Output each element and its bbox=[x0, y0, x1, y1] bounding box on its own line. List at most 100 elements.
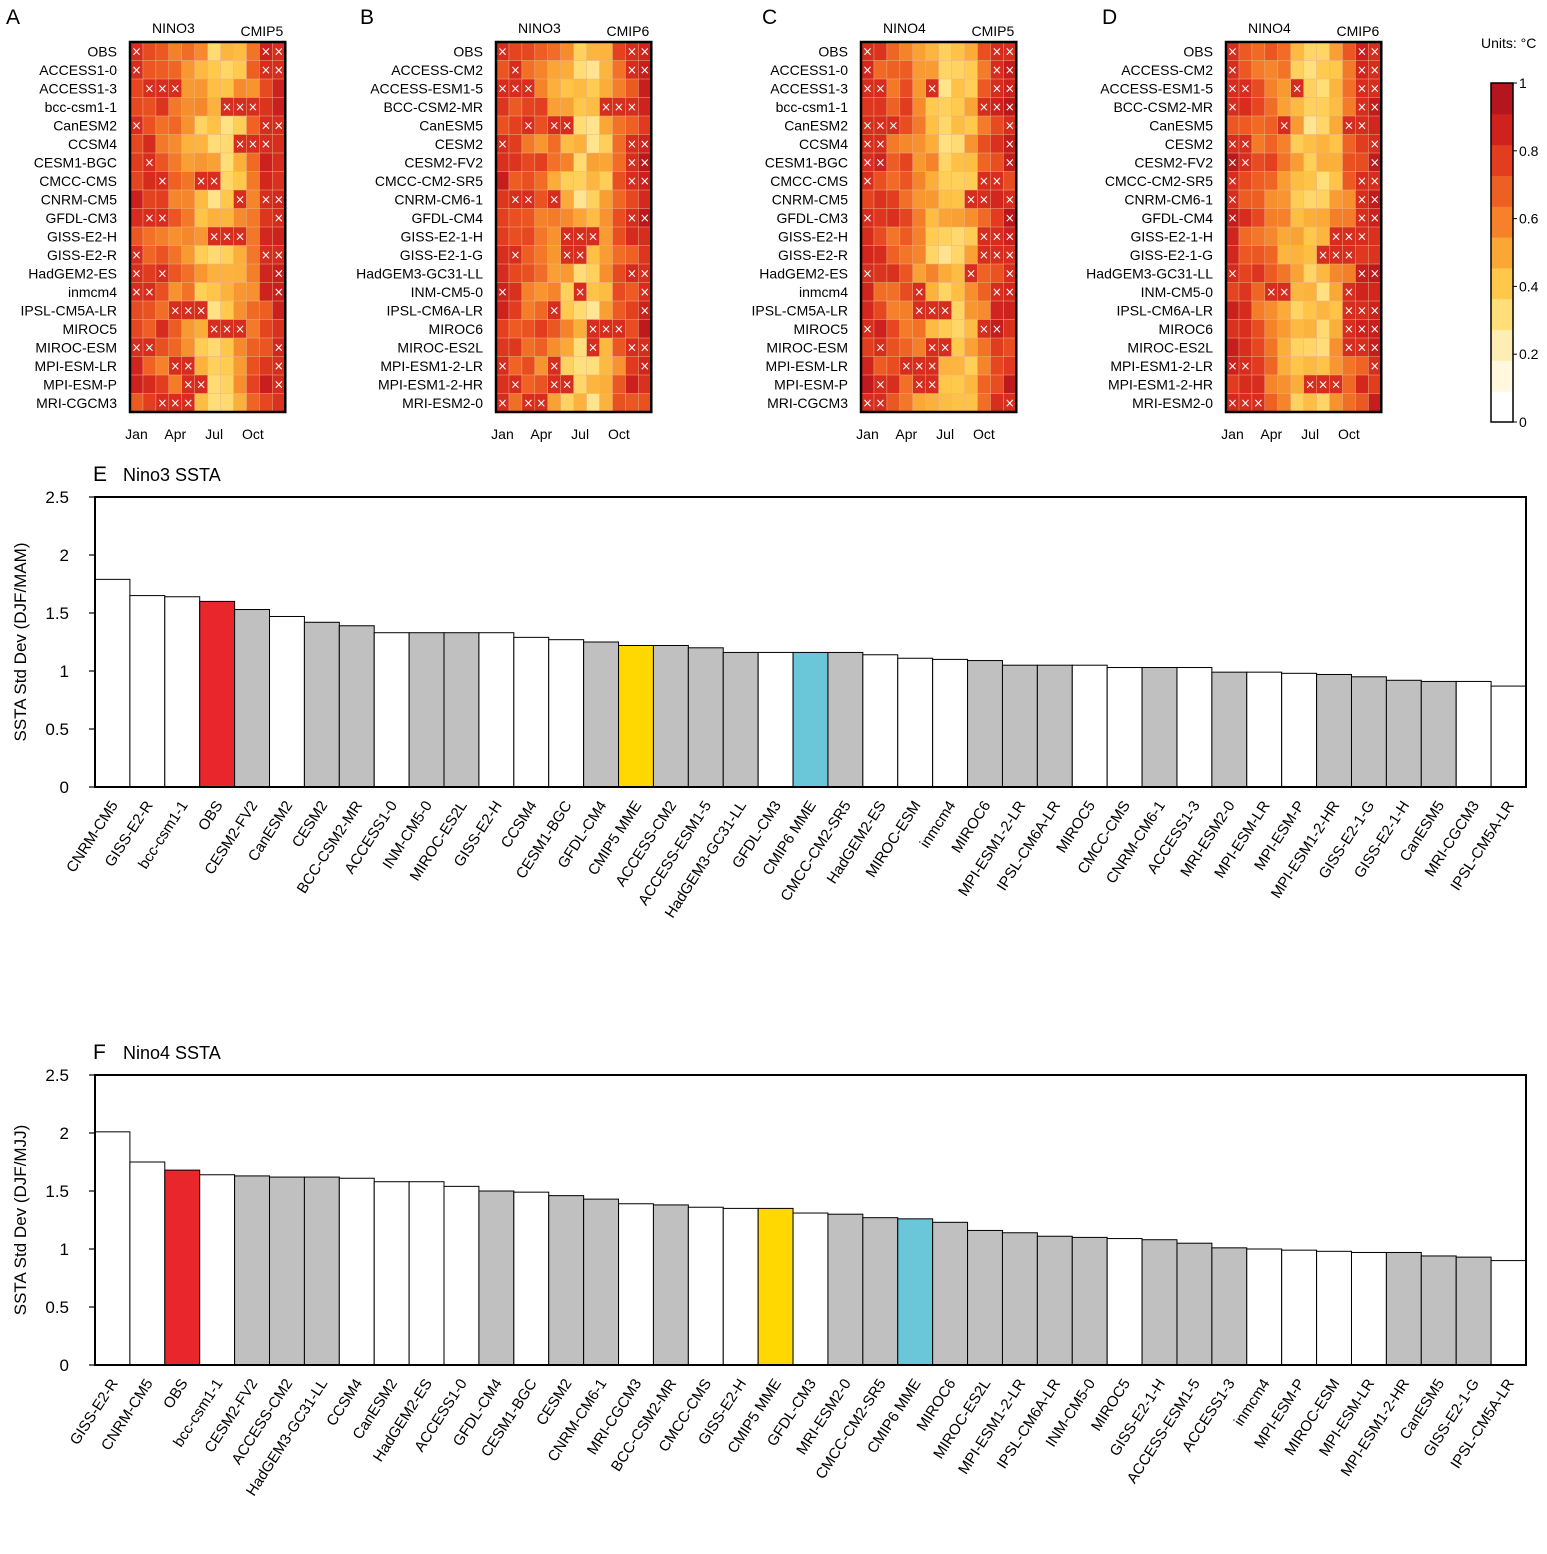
heatmap-cell bbox=[925, 116, 940, 135]
heatmap-cell bbox=[246, 356, 260, 376]
heatmap-cell bbox=[220, 208, 234, 228]
heatmap-cell bbox=[599, 301, 613, 320]
heatmap-cell bbox=[534, 227, 549, 246]
significance-cross: × bbox=[144, 285, 154, 299]
heatmap-cell bbox=[142, 282, 157, 302]
heatmap-cell bbox=[1226, 301, 1240, 320]
bar bbox=[1071, 664, 1108, 788]
heatmap-cell bbox=[259, 208, 273, 228]
heatmap-cell bbox=[938, 42, 952, 61]
heatmap-cell bbox=[1238, 319, 1253, 339]
heatmap-cell bbox=[1290, 227, 1305, 246]
heatmap-cell bbox=[1251, 301, 1266, 320]
heatmap-cell bbox=[912, 227, 927, 246]
colorbar-tick-label: 0.4 bbox=[1519, 278, 1539, 294]
row-label: MIROC6 bbox=[1159, 321, 1214, 337]
heatmap-cell bbox=[861, 282, 875, 302]
heatmap-cell bbox=[861, 97, 875, 117]
colorbar-swatch bbox=[1491, 144, 1513, 176]
heatmap-cell bbox=[912, 264, 927, 283]
heatmap-cell bbox=[990, 227, 1004, 246]
significance-cross: × bbox=[1370, 359, 1380, 373]
heatmap-cell bbox=[586, 60, 600, 80]
significance-cross: × bbox=[940, 303, 950, 317]
row-label: HadGEM2-ES bbox=[759, 265, 848, 281]
heatmap-cell bbox=[938, 153, 952, 172]
significance-cross: × bbox=[1005, 81, 1015, 95]
heatmap-cell bbox=[496, 97, 510, 117]
heatmap-cell bbox=[168, 134, 183, 154]
heatmap-cell bbox=[181, 227, 196, 246]
heatmap-cell bbox=[573, 153, 587, 172]
heatmap-cell bbox=[1303, 42, 1317, 61]
heatmap-cell bbox=[1368, 393, 1382, 413]
significance-cross: × bbox=[1318, 248, 1328, 262]
heatmap-cell bbox=[1226, 319, 1240, 339]
significance-cross: × bbox=[979, 100, 989, 114]
heatmap-cell bbox=[638, 208, 652, 228]
heatmap-cell bbox=[194, 42, 209, 61]
heatmap-cell bbox=[246, 393, 260, 413]
heatmap-cell bbox=[899, 153, 914, 172]
bar bbox=[443, 632, 480, 788]
significance-cross: × bbox=[627, 155, 637, 169]
bar bbox=[94, 578, 131, 788]
bar bbox=[338, 1177, 375, 1366]
row-label: GISS-E2-R bbox=[47, 247, 117, 263]
significance-cross: × bbox=[1357, 192, 1367, 206]
heatmap-cell bbox=[130, 153, 144, 172]
row-label: bcc-csm1-1 bbox=[776, 99, 849, 115]
heatmap-cell bbox=[1264, 208, 1279, 228]
heatmap-cell bbox=[638, 116, 652, 135]
significance-cross: × bbox=[157, 266, 167, 280]
heatmap-cell bbox=[1368, 245, 1382, 265]
bar bbox=[199, 1174, 236, 1366]
significance-cross: × bbox=[170, 81, 180, 95]
heatmap-cell bbox=[259, 42, 273, 61]
heatmap-cell bbox=[1226, 245, 1240, 265]
bar bbox=[303, 1176, 340, 1366]
heatmap-cell bbox=[1251, 319, 1266, 339]
row-label: IPSL-CM6A-LR bbox=[387, 302, 483, 318]
heatmap-cell bbox=[1264, 282, 1279, 302]
heatmap-cell bbox=[625, 264, 639, 283]
heatmap-cell bbox=[886, 60, 901, 80]
heatmap-cell bbox=[496, 79, 510, 98]
heatmap-cell bbox=[233, 264, 247, 283]
heatmap-cell bbox=[1316, 227, 1330, 246]
heatmap-cell bbox=[1368, 319, 1382, 339]
heatmap-cell bbox=[1316, 338, 1330, 357]
heatmap-cell bbox=[1277, 60, 1292, 80]
row-label: IPSL-CM5A-LR bbox=[21, 302, 117, 318]
heatmap-cell bbox=[925, 60, 940, 80]
significance-cross: × bbox=[510, 192, 520, 206]
bar bbox=[1490, 685, 1527, 788]
heatmap-cell bbox=[560, 338, 575, 357]
heatmap-cell bbox=[977, 264, 991, 283]
heatmap-cell bbox=[1303, 301, 1317, 320]
heatmap-cell bbox=[1226, 264, 1240, 283]
heatmap-cell bbox=[534, 190, 549, 209]
heatmap-cell bbox=[964, 301, 978, 320]
heatmap-cell bbox=[142, 338, 157, 357]
row-label: MRI-CGCM3 bbox=[36, 395, 117, 411]
heatmap-cell bbox=[951, 153, 965, 172]
row-label: MIROC-ES2L bbox=[397, 339, 483, 355]
heatmap-cell bbox=[142, 60, 157, 80]
heatmap-cell bbox=[1329, 190, 1343, 209]
heatmap-cell bbox=[194, 208, 209, 228]
heatmap-cell bbox=[142, 264, 157, 283]
colorbar-swatch bbox=[1491, 329, 1513, 361]
heatmap-cell bbox=[951, 208, 965, 228]
heatmap-cell bbox=[573, 393, 587, 413]
significance-cross: × bbox=[1370, 266, 1380, 280]
heatmap-cell bbox=[168, 171, 183, 191]
heatmap-cell bbox=[130, 319, 144, 339]
heatmap-cell bbox=[625, 42, 639, 61]
significance-cross: × bbox=[1357, 44, 1367, 58]
heatmap-cell bbox=[873, 171, 888, 191]
heatmap-cell bbox=[508, 393, 523, 413]
panel-label: E bbox=[93, 463, 107, 486]
heatmap-cell bbox=[534, 97, 549, 117]
bar bbox=[583, 1198, 620, 1366]
